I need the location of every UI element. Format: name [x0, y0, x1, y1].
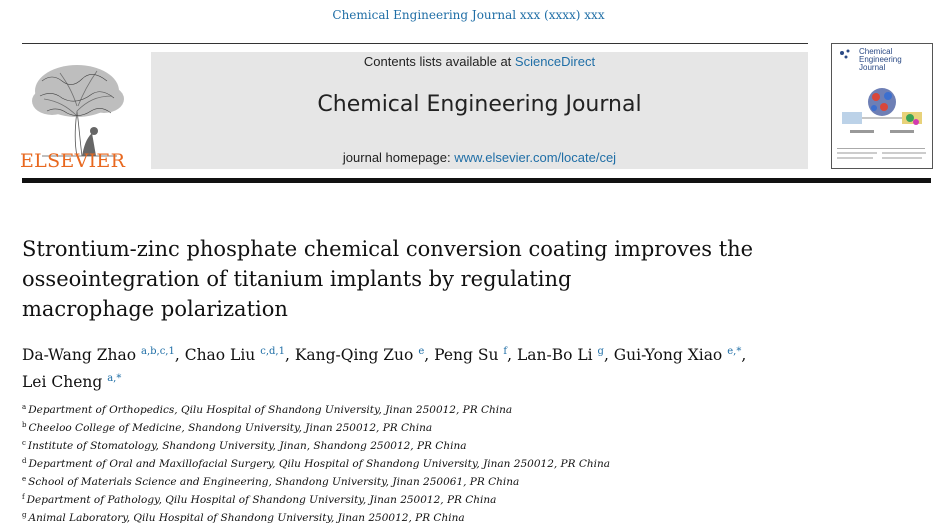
affiliation-mark: f: [22, 493, 25, 501]
author-name[interactable]: Gui-Yong Xiao: [613, 346, 723, 364]
article-title-line: macrophage polarization: [22, 297, 288, 321]
author-name[interactable]: Kang-Qing Zuo: [294, 346, 414, 364]
affiliation-text: Department of Pathology, Qilu Hospital o…: [26, 494, 497, 506]
author-name[interactable]: Peng Su: [434, 346, 499, 364]
affiliation-item: b Cheeloo College of Medicine, Shandong U…: [22, 418, 922, 436]
affiliation-item: d Department of Oral and Maxillofacial Su…: [22, 454, 922, 472]
affiliation-text: Cheeloo College of Medicine, Shandong Un…: [28, 422, 433, 434]
affiliation-text: Department of Orthopedics, Qilu Hospital…: [28, 404, 513, 416]
cover-text-block: [882, 157, 922, 159]
author-name[interactable]: Lan-Bo Li: [516, 346, 593, 364]
running-head[interactable]: Chemical Engineering Journal xxx (xxxx) …: [332, 8, 605, 22]
elsevier-tree-icon: [32, 65, 124, 157]
author-affiliation-marks[interactable]: c,d,1: [260, 346, 285, 357]
author-affiliation-marks[interactable]: e,*: [727, 346, 742, 357]
top-divider: [22, 43, 808, 44]
journal-title: Chemical Engineering Journal: [317, 92, 642, 117]
affiliation-list: a Department of Orthopedics, Qilu Hospita…: [22, 400, 922, 526]
affiliation-mark: a: [22, 403, 27, 411]
cover-title-line: Chemical: [859, 47, 893, 56]
affiliation-mark: b: [22, 421, 27, 429]
cover-text-block: [837, 152, 877, 154]
affiliation-text: Institute of Stomatology, Shandong Unive…: [27, 440, 467, 452]
affiliation-item: e School of Materials Science and Enginee…: [22, 472, 922, 490]
cover-text-block: [837, 157, 873, 159]
affiliation-mark: c: [22, 439, 26, 447]
affiliation-mark: d: [22, 457, 27, 465]
article-title-line: Strontium-zinc phosphate chemical conver…: [22, 237, 754, 261]
cover-graphic-icon: [842, 88, 922, 133]
cover-divider: [837, 148, 925, 149]
sciencedirect-link[interactable]: ScienceDirect: [514, 54, 596, 69]
affiliation-text: Animal Laboratory, Qilu Hospital of Shan…: [28, 512, 465, 524]
affiliation-item: g Animal Laboratory, Qilu Hospital of Sha…: [22, 508, 922, 526]
affiliation-text: Department of Oral and Maxillofacial Sur…: [28, 458, 611, 470]
journal-homepage-link[interactable]: www.elsevier.com/locate/cej: [454, 150, 617, 165]
affiliation-mark: g: [22, 511, 27, 519]
cover-title-line: Engineering: [859, 55, 902, 64]
author-affiliation-marks[interactable]: a,*: [107, 373, 122, 384]
affiliation-item: f Department of Pathology, Qilu Hospital …: [22, 490, 922, 508]
affiliation-mark: e: [22, 475, 27, 483]
affiliation-text: School of Materials Science and Engineer…: [28, 476, 520, 488]
author-affiliation-marks[interactable]: g: [597, 346, 604, 357]
masthead-panel: [151, 52, 808, 169]
cover-title-line: Journal: [859, 63, 886, 72]
author-affiliation-marks[interactable]: e: [418, 346, 425, 357]
publisher-name[interactable]: ELSEVIER: [20, 150, 126, 172]
cover-title: Chemical Engineering Journal: [859, 48, 929, 72]
author-affiliation-marks[interactable]: a,b,c,1: [140, 346, 175, 357]
author-affiliation-marks[interactable]: f: [503, 346, 508, 357]
article-title-line: osseointegration of titanium implants by…: [22, 267, 572, 291]
journal-cover-thumbnail[interactable]: Chemical Engineering Journal: [831, 43, 933, 169]
header-bottom-divider: [22, 178, 931, 183]
cover-emblem-icon: [840, 49, 850, 59]
author-name[interactable]: Chao Liu: [184, 346, 256, 364]
author-name[interactable]: Lei Cheng: [22, 373, 103, 391]
contents-prefix: Contents lists available at: [363, 54, 515, 69]
affiliation-item: a Department of Orthopedics, Qilu Hospita…: [22, 400, 922, 418]
article-title: Strontium-zinc phosphate chemical conver…: [22, 234, 782, 324]
author-line: Lei Cheng a,*: [22, 367, 922, 394]
author-list: Da-Wang Zhao a,b,c,1, Chao Liu c,d,1, Ka…: [22, 340, 922, 394]
author-name[interactable]: Da-Wang Zhao: [22, 346, 137, 364]
homepage-line: journal homepage: www.elsevier.com/locat…: [151, 150, 808, 165]
homepage-prefix: journal homepage:: [342, 150, 455, 165]
cover-text-block: [882, 152, 926, 154]
author-line: Da-Wang Zhao a,b,c,1, Chao Liu c,d,1, Ka…: [22, 346, 747, 364]
contents-line: Contents lists available at ScienceDirec…: [151, 54, 808, 69]
affiliation-item: c Institute of Stomatology, Shandong Univ…: [22, 436, 922, 454]
